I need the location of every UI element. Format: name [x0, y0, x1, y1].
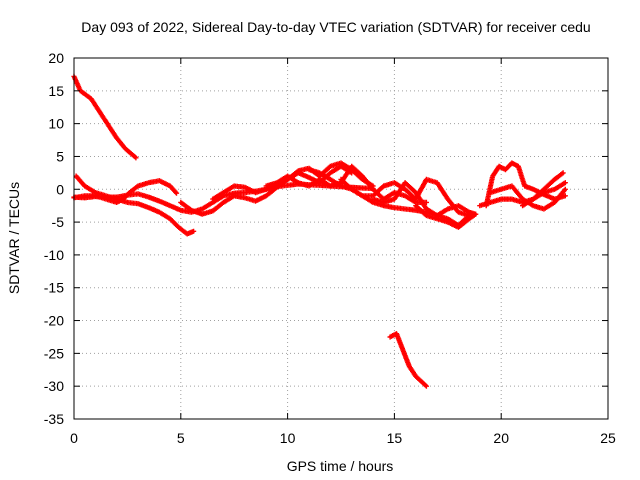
- y-tick-label: -30: [44, 378, 64, 394]
- y-tick-label: -10: [44, 247, 64, 263]
- y-tick-label: -20: [44, 313, 64, 329]
- data-point: [423, 383, 429, 389]
- data-marks: [71, 73, 568, 389]
- y-tick-label: 10: [48, 116, 64, 132]
- series-arc-12: [387, 331, 429, 389]
- plot-frame: [73, 57, 609, 420]
- axis-ticks: [73, 57, 609, 420]
- x-tick-label: 0: [70, 430, 78, 446]
- data-point: [562, 193, 568, 199]
- data-point: [562, 180, 568, 186]
- series-arc-1: [71, 73, 139, 161]
- x-tick-label: 15: [387, 430, 403, 446]
- data-point: [173, 190, 180, 196]
- tick-labels: 0 5 10 15 20 25 -35 -30 -25 -20 -15 -10 -5 0 5 10 15 20: [44, 50, 616, 446]
- series-arc-10: [370, 180, 479, 219]
- x-tick-label: 5: [177, 430, 185, 446]
- data-point: [422, 382, 428, 388]
- series-arc-15: [487, 183, 568, 212]
- y-tick-label: -15: [44, 280, 64, 296]
- chart-title: Day 093 of 2022, Sidereal Day-to-day VTE…: [81, 19, 590, 35]
- series-arc-11: [413, 203, 479, 230]
- y-tick-label: 15: [48, 83, 64, 99]
- x-tick-label: 10: [280, 430, 296, 446]
- x-tick-label: 25: [600, 430, 616, 446]
- y-axis-label: SDTVAR / TECUs: [6, 182, 22, 294]
- y-tick-label: -5: [52, 214, 65, 230]
- series-arc-16: [520, 170, 566, 209]
- y-tick-label: -35: [44, 411, 64, 427]
- series-arc-14: [483, 160, 568, 209]
- y-tick-label: -25: [44, 345, 64, 361]
- data-point: [473, 211, 479, 217]
- series-arc-6: [210, 160, 376, 202]
- data-point: [173, 189, 179, 195]
- series-arc-2: [73, 173, 197, 237]
- data-point: [133, 155, 139, 161]
- y-tick-label: 20: [48, 50, 64, 66]
- gridlines: [74, 58, 608, 419]
- y-tick-label: 5: [56, 148, 64, 164]
- y-tick-label: 0: [56, 181, 64, 197]
- data-point: [560, 170, 566, 176]
- data-point: [191, 228, 197, 234]
- x-tick-label: 20: [493, 430, 509, 446]
- series-arc-7: [263, 163, 429, 205]
- x-axis-label: GPS time / hours: [287, 458, 394, 474]
- data-point: [562, 186, 568, 192]
